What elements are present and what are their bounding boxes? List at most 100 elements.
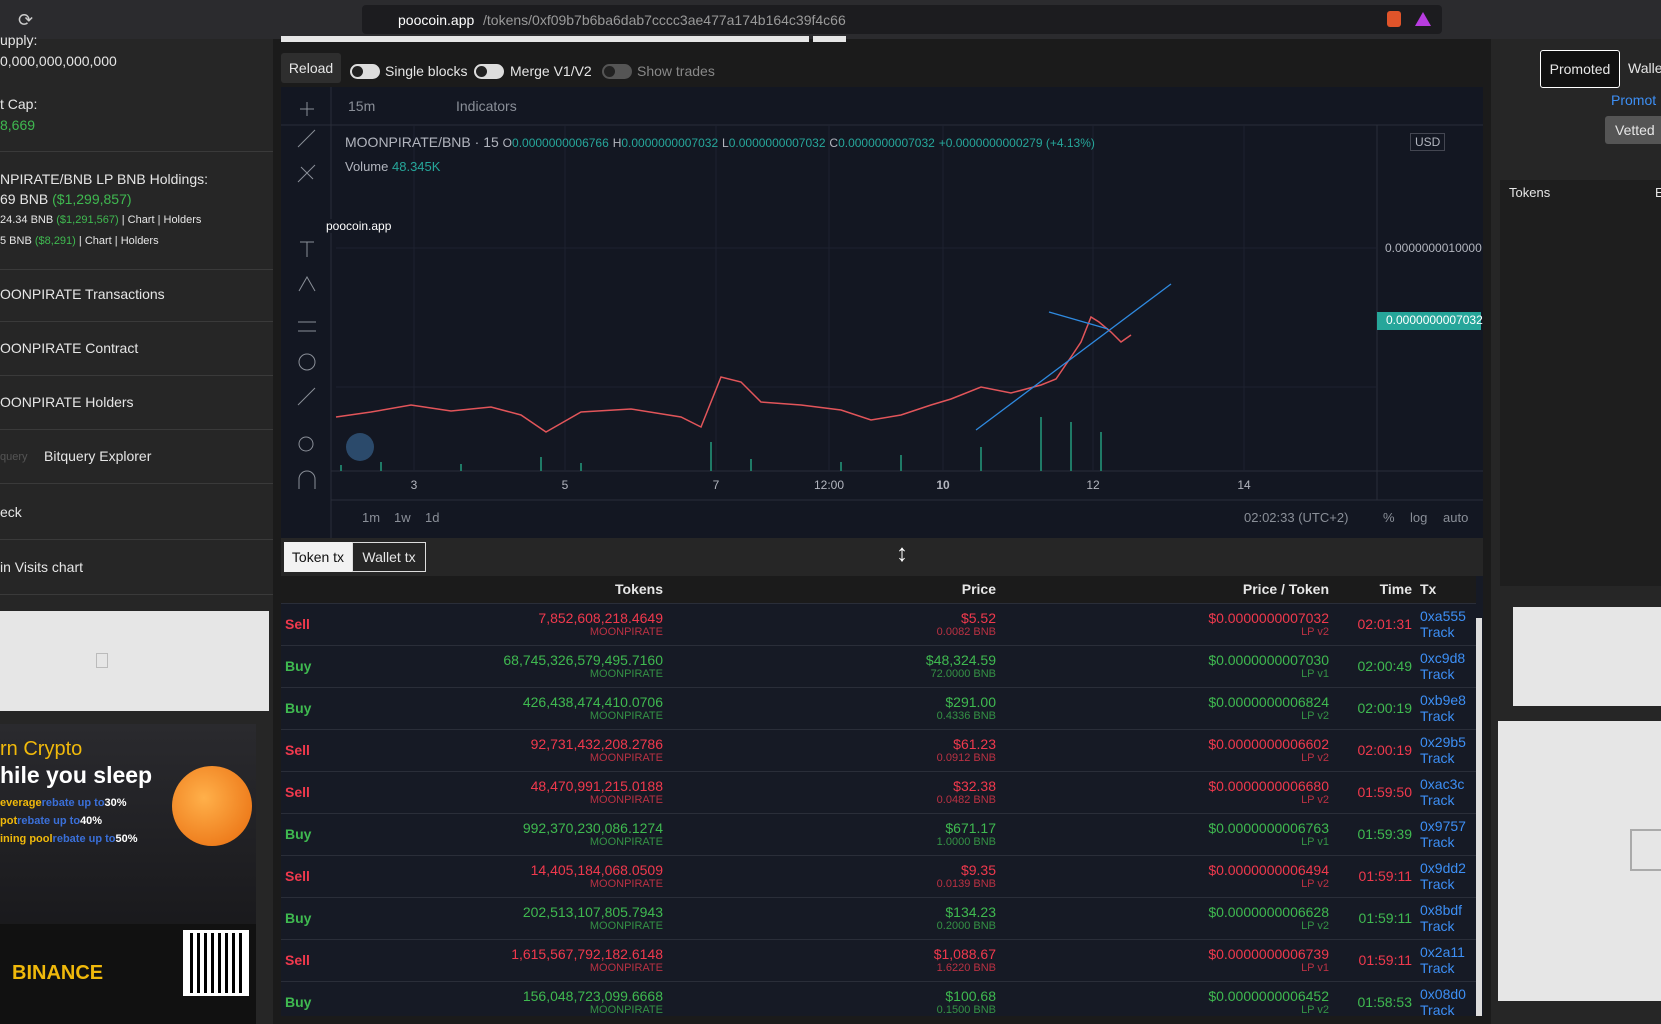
tx-row: Sell 1,615,567,792,182.6148 MOONPIRATE $1,0…	[281, 939, 1476, 981]
tx-hash[interactable]: 0x2a11	[1420, 944, 1465, 960]
tx-hash[interactable]: 0xc9d8	[1420, 650, 1466, 666]
ad-placeholder	[1513, 607, 1661, 706]
price-sub: 0.4336 BNB	[936, 710, 996, 722]
tx-track[interactable]: Track	[1420, 666, 1455, 682]
tx-hash[interactable]: 0xac3c	[1420, 776, 1465, 792]
tx-track[interactable]: Track	[1420, 1002, 1455, 1016]
toggle[interactable]	[602, 64, 632, 79]
ad-line2: hile you sleep	[0, 762, 153, 788]
lp-links[interactable]: | Chart | Holders	[78, 235, 159, 247]
range-button[interactable]: 1d	[425, 510, 440, 525]
sidebar-link[interactable]: eck	[0, 504, 22, 520]
ohlc-value: 0.0000000007032	[728, 136, 826, 150]
promoted-tab[interactable]: Promoted	[1540, 50, 1620, 88]
sidebar-link[interactable]: OONPIRATE Contract	[0, 340, 139, 356]
tx-hash[interactable]: 0xa555	[1420, 608, 1466, 624]
price-token: $0.0000000007030 LP v1	[1000, 645, 1333, 687]
indicators-button[interactable]: Indicators	[456, 98, 517, 114]
header-cell: Price	[961, 581, 996, 598]
mcap-label: t Cap:	[0, 96, 38, 112]
side: Sell	[285, 868, 310, 884]
volume-bars	[340, 417, 1102, 471]
price-sub: 1.0000 BNB	[936, 836, 996, 848]
price-token-main: $0.0000000006452	[1208, 988, 1329, 1005]
tx-track[interactable]: Track	[1420, 834, 1455, 850]
price-main: $48,324.59	[925, 652, 996, 668]
rewards-icon[interactable]	[1415, 12, 1431, 26]
tx-hash[interactable]: 0x8bdf	[1420, 902, 1463, 918]
price-token-sub: LP v1	[1301, 962, 1329, 974]
side: Sell	[285, 784, 310, 800]
separator	[0, 594, 273, 595]
bitcoin-coin	[172, 766, 252, 846]
toggle[interactable]	[474, 64, 504, 79]
currency-select[interactable]: USD	[1410, 133, 1446, 151]
tx-track[interactable]: Track	[1420, 960, 1455, 976]
tx-hash[interactable]: 0xb9e8	[1420, 692, 1466, 708]
x-tick-label: 5	[561, 478, 569, 492]
lp-total: 69 BNB ($1,299,857)	[0, 191, 132, 207]
vetted-button[interactable]: Vetted	[1605, 116, 1661, 144]
ohlc-key: H	[612, 136, 622, 150]
side: Buy	[285, 910, 312, 926]
price-token: $0.0000000006739 LP v1	[1000, 939, 1333, 981]
tx-track[interactable]: Track	[1420, 624, 1455, 640]
tab[interactable]: Wallet tx	[352, 542, 426, 572]
tokens-sub: MOONPIRATE	[589, 626, 663, 638]
tx-track[interactable]: Track	[1420, 708, 1455, 724]
toggle[interactable]	[350, 64, 380, 79]
tab-active[interactable]: Token tx	[284, 542, 352, 572]
sidebar-link[interactable]: in Visits chart	[0, 559, 83, 575]
tokens-sub: MOONPIRATE	[589, 878, 663, 890]
tokens: 68,745,326,579,495.7160 MOONPIRATE	[329, 645, 667, 687]
brave-icon[interactable]	[1387, 11, 1401, 27]
ad-banner[interactable]: rn Crypto hile you sleep BINANCE everage…	[0, 724, 256, 1024]
scale-option[interactable]: log	[1410, 510, 1428, 525]
tx-track[interactable]: Track	[1420, 750, 1455, 766]
scale-option[interactable]: auto	[1443, 510, 1469, 525]
wallet-tab[interactable]: Walle	[1628, 60, 1661, 76]
lp-row: 5 BNB ($8,291) | Chart | Holders	[0, 235, 159, 247]
search-button[interactable]	[813, 36, 846, 42]
promote-link[interactable]: Promot	[1611, 92, 1657, 108]
tx-hash[interactable]: 0x08d0	[1420, 986, 1466, 1003]
tx-hash[interactable]: 0x9dd2	[1420, 860, 1466, 876]
tokens-main: 7,852,608,218.4649	[538, 610, 663, 626]
sidebar-link[interactable]: OONPIRATE Holders	[0, 394, 134, 410]
tokens: 48,470,991,215.0188 MOONPIRATE	[329, 771, 667, 813]
side: Sell	[285, 742, 310, 758]
tokens-sub: MOONPIRATE	[589, 710, 663, 722]
lp-links[interactable]: | Chart | Holders	[121, 214, 202, 226]
address-bar[interactable]: poocoin.app /tokens/0xf09b7b6ba6dab7cccc…	[362, 5, 1442, 34]
price-main: $5.52	[960, 610, 996, 626]
scale-option[interactable]: %	[1383, 510, 1395, 525]
header-cell: Tx	[1420, 581, 1437, 598]
sidebar-link[interactable]: OONPIRATE Transactions	[0, 286, 165, 302]
tokens-header-bar	[1500, 180, 1661, 206]
lp-amount: 24.34 BNB	[0, 214, 54, 226]
ad-row: ining poolrebate up to50%	[0, 833, 138, 845]
tx-track[interactable]: Track	[1420, 918, 1455, 934]
ohlc-key: L	[722, 136, 729, 150]
tx-track[interactable]: Track	[1420, 876, 1455, 892]
range-button[interactable]: 1w	[394, 510, 411, 525]
separator	[0, 483, 273, 484]
price-token-sub: LP v1	[1301, 836, 1329, 848]
ad-row-text: rebate up to	[41, 797, 105, 809]
search-input[interactable]	[281, 36, 809, 42]
price-main: $61.23	[953, 736, 996, 752]
ad-placeholder	[1498, 721, 1661, 1001]
tx-hash[interactable]: 0x9757	[1420, 818, 1466, 834]
reload-button[interactable]: Reload	[281, 53, 341, 83]
price: $5.52 0.0082 BNB	[667, 603, 1000, 645]
range-button[interactable]: 1m	[362, 510, 381, 525]
tx-hash[interactable]: 0x29b5	[1420, 734, 1466, 750]
interval[interactable]: 15m	[348, 98, 376, 114]
tokens-sub: MOONPIRATE	[589, 1004, 663, 1016]
sidebar-link[interactable]: Bitquery Explorer	[44, 448, 152, 464]
toggle-label: Merge V1/V2	[510, 63, 592, 79]
drawing-tools[interactable]	[297, 102, 316, 489]
tx-track[interactable]: Track	[1420, 792, 1455, 808]
reload-icon[interactable]: ⟳	[18, 10, 34, 30]
resize-handle[interactable]: ↕	[896, 540, 908, 567]
